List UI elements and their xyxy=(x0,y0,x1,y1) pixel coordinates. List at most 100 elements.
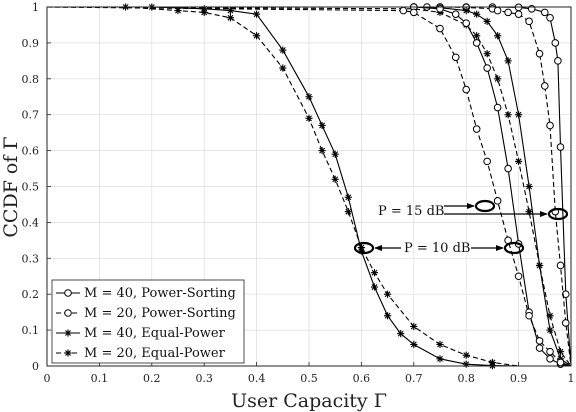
data-point xyxy=(200,8,208,16)
data-point xyxy=(556,261,565,270)
data-point xyxy=(535,261,544,270)
data-point xyxy=(410,8,418,17)
data-point xyxy=(451,10,460,18)
data-point xyxy=(556,143,565,151)
data-point xyxy=(556,348,565,356)
x-tick-label: 0.8 xyxy=(457,372,475,385)
data-point xyxy=(525,311,533,320)
data-point xyxy=(483,64,491,72)
data-point xyxy=(515,111,523,119)
x-tick-label: 0.7 xyxy=(405,372,423,385)
y-tick-label: 0.3 xyxy=(22,252,40,265)
y-tick-label: 0.6 xyxy=(22,145,40,158)
y-tick-label: 0.2 xyxy=(22,288,40,301)
series-5 xyxy=(46,6,572,367)
data-point xyxy=(483,50,491,58)
data-point xyxy=(399,6,408,15)
y-tick-label: 0.7 xyxy=(22,109,40,122)
x-tick-label: 0 xyxy=(44,372,51,385)
legend-entry: M = 40, Equal-Power xyxy=(56,326,226,341)
data-point xyxy=(436,24,444,33)
y-tick-label: 0.8 xyxy=(22,73,40,86)
data-point xyxy=(410,322,418,331)
data-point xyxy=(493,197,502,205)
data-point xyxy=(504,8,512,17)
data-point xyxy=(344,208,352,216)
legend-marker xyxy=(64,329,72,337)
data-point xyxy=(561,290,570,299)
y-tick-label: 0.9 xyxy=(22,37,40,50)
legend-label: M = 20, Power-Sorting xyxy=(84,306,236,321)
x-tick-label: 0.2 xyxy=(143,372,161,385)
data-point xyxy=(535,337,544,345)
data-point xyxy=(472,125,481,133)
annotation-15db: P = 15 dB xyxy=(378,204,444,219)
data-point xyxy=(279,46,287,54)
data-point xyxy=(504,164,512,173)
series-line xyxy=(47,6,572,367)
data-point xyxy=(515,157,523,165)
legend-label: M = 20, Equal-Power xyxy=(84,346,226,361)
data-point xyxy=(384,312,392,320)
data-point xyxy=(527,4,536,13)
data-point xyxy=(493,103,502,112)
x-tick-label: 1 xyxy=(568,372,575,385)
data-point xyxy=(546,347,554,356)
data-point xyxy=(561,319,570,327)
y-tick-label: 0.5 xyxy=(22,181,40,194)
data-point xyxy=(462,85,471,94)
ellipse-15db-right xyxy=(547,207,569,221)
data-point xyxy=(253,10,261,18)
data-point xyxy=(546,13,554,22)
legend-label: M = 40, Power-Sorting xyxy=(84,286,236,301)
series-2 xyxy=(47,3,572,367)
series-layer xyxy=(46,3,572,370)
data-point xyxy=(331,175,339,183)
legend-entry: M = 20, Power-Sorting xyxy=(56,306,236,321)
ellipse-15db-left xyxy=(474,199,496,213)
data-point xyxy=(305,93,313,101)
data-point xyxy=(305,114,313,122)
x-tick-label: 0.1 xyxy=(91,372,109,385)
data-point xyxy=(473,10,481,18)
data-point xyxy=(556,358,565,367)
data-point xyxy=(462,19,471,27)
data-point xyxy=(451,53,460,62)
data-point xyxy=(462,6,470,15)
data-point xyxy=(494,75,502,83)
data-point xyxy=(410,340,418,349)
data-point xyxy=(546,355,554,363)
data-point xyxy=(514,10,523,18)
data-point xyxy=(436,4,444,13)
x-tick-label: 0.5 xyxy=(300,372,318,385)
data-point xyxy=(279,64,287,72)
x-tick-label: 0.6 xyxy=(353,372,371,385)
data-point xyxy=(331,150,339,158)
data-point xyxy=(436,355,444,363)
data-point xyxy=(541,8,549,17)
legend-marker xyxy=(64,309,72,317)
legend-entry: M = 40, Power-Sorting xyxy=(56,286,236,301)
data-point xyxy=(525,182,533,191)
data-point xyxy=(226,6,234,15)
data-point xyxy=(344,193,352,201)
data-point xyxy=(494,32,502,40)
y-tick-label: 0 xyxy=(32,360,39,373)
data-point xyxy=(318,121,326,130)
data-point xyxy=(493,6,502,15)
data-point xyxy=(253,32,261,40)
data-point xyxy=(546,326,554,334)
data-point xyxy=(504,111,512,119)
y-axis-label: CCDF of Γ xyxy=(0,136,22,237)
x-tick-label: 0.4 xyxy=(248,372,266,385)
data-point xyxy=(462,351,470,359)
ellipse-10db-left xyxy=(353,241,375,255)
data-point xyxy=(357,243,365,252)
x-tick-label: 0.3 xyxy=(195,372,213,385)
data-point xyxy=(514,272,523,281)
series-3 xyxy=(46,5,572,367)
data-point xyxy=(483,157,491,166)
series-line xyxy=(46,6,572,367)
data-point xyxy=(488,358,496,367)
